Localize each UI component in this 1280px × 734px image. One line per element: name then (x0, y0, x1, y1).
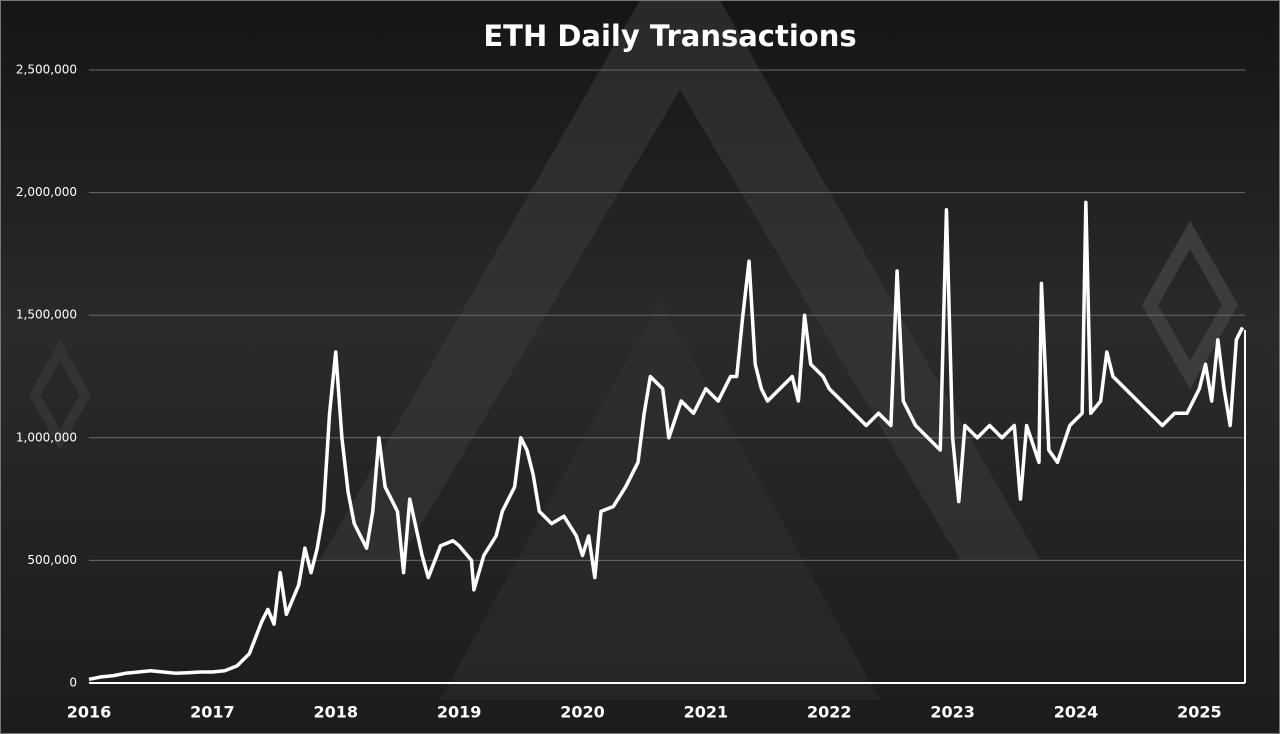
x-tick-label: 2018 (313, 703, 358, 722)
chart-title: ETH Daily Transactions (483, 19, 856, 53)
background-shape (1141, 220, 1239, 390)
x-tick-label: 2024 (1054, 703, 1099, 722)
y-tick-label: 2,000,000 (16, 185, 77, 199)
y-tick-label: 2,500,000 (16, 63, 77, 77)
data-line (88, 200, 1245, 682)
x-tick-label: 2019 (437, 703, 482, 722)
x-tick-label: 2023 (930, 703, 975, 722)
x-tick-label: 2017 (190, 703, 235, 722)
x-tick-label: 2020 (560, 703, 605, 722)
y-tick-label: 1,500,000 (16, 308, 77, 322)
x-tick-label: 2022 (807, 703, 852, 722)
x-tick-label: 2025 (1177, 703, 1222, 722)
x-tick-label: 2021 (684, 703, 729, 722)
background-shape (29, 339, 91, 451)
y-tick-label: 0 (69, 676, 77, 690)
y-tick-label: 1,000,000 (16, 430, 77, 444)
background-shape (440, 300, 880, 700)
x-tick-label: 2016 (67, 703, 112, 722)
y-tick-label: 500,000 (27, 553, 77, 567)
